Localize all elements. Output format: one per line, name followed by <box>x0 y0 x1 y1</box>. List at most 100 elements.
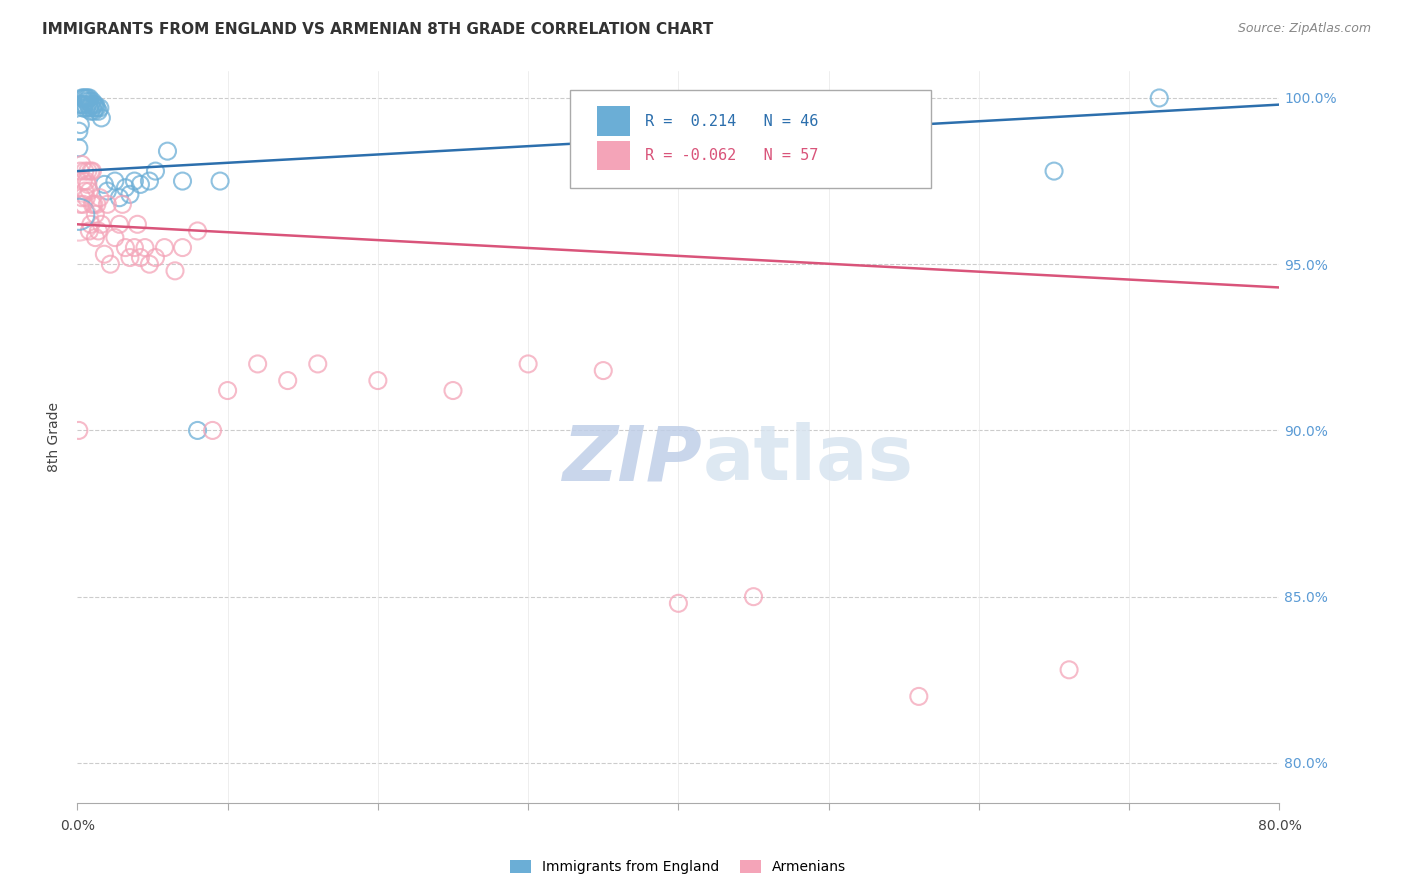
Point <box>145 251 167 265</box>
Point <box>76 164 98 178</box>
Point <box>69 197 91 211</box>
Point <box>307 357 329 371</box>
Point <box>134 241 156 255</box>
Point <box>75 101 97 115</box>
Point <box>209 174 232 188</box>
Point <box>108 217 131 231</box>
FancyBboxPatch shape <box>596 141 630 170</box>
Text: R =  0.214   N = 46: R = 0.214 N = 46 <box>645 113 818 128</box>
Point <box>246 357 269 371</box>
Point <box>277 374 299 388</box>
Text: IMMIGRANTS FROM ENGLAND VS ARMENIAN 8TH GRADE CORRELATION CHART: IMMIGRANTS FROM ENGLAND VS ARMENIAN 8TH … <box>42 22 713 37</box>
Point <box>163 264 186 278</box>
Point <box>82 197 104 211</box>
Point <box>93 247 115 261</box>
Point <box>76 178 98 192</box>
Point <box>75 191 97 205</box>
Point <box>67 214 90 228</box>
Point <box>156 144 179 158</box>
Point <box>83 97 105 112</box>
Point <box>82 95 104 109</box>
Point <box>90 111 112 125</box>
Point <box>1043 164 1066 178</box>
Point <box>96 197 118 211</box>
Point <box>127 217 149 231</box>
Point <box>80 97 103 112</box>
Point <box>517 357 540 371</box>
Point <box>67 124 90 138</box>
Point <box>104 174 127 188</box>
Point <box>96 184 118 198</box>
Point <box>80 104 103 119</box>
Point <box>153 241 176 255</box>
Text: Source: ZipAtlas.com: Source: ZipAtlas.com <box>1237 22 1371 36</box>
Point <box>187 424 209 438</box>
Point <box>83 104 105 119</box>
Point <box>87 224 110 238</box>
Point <box>67 207 90 221</box>
Y-axis label: 8th Grade: 8th Grade <box>48 402 62 472</box>
Point <box>70 191 93 205</box>
Point <box>82 164 104 178</box>
Point <box>93 178 115 192</box>
Point <box>80 164 103 178</box>
Point <box>592 363 614 377</box>
Point <box>124 241 146 255</box>
Point <box>73 91 96 105</box>
Point <box>118 187 141 202</box>
Point <box>187 224 209 238</box>
Point <box>73 184 96 198</box>
Text: 0.0%: 0.0% <box>60 820 94 833</box>
Point <box>172 241 194 255</box>
Point <box>441 384 464 398</box>
Point <box>73 164 96 178</box>
Point <box>75 174 97 188</box>
Point <box>217 384 239 398</box>
Point <box>75 95 97 109</box>
Point <box>72 101 94 115</box>
Point <box>79 184 101 198</box>
Point <box>129 178 152 192</box>
Point <box>90 217 112 231</box>
Text: atlas: atlas <box>703 422 914 496</box>
Point <box>69 164 91 178</box>
Point <box>89 191 111 205</box>
Point <box>79 101 101 115</box>
Text: ZIP: ZIP <box>562 422 703 496</box>
Text: 80.0%: 80.0% <box>1257 820 1302 833</box>
Point <box>79 91 101 105</box>
Point <box>84 207 107 221</box>
Point <box>100 257 122 271</box>
Point <box>114 180 136 194</box>
Point <box>89 101 111 115</box>
Point <box>87 104 110 119</box>
Point <box>79 95 101 109</box>
Point <box>75 91 97 105</box>
Point <box>72 174 94 188</box>
Point <box>172 174 194 188</box>
Point <box>742 590 765 604</box>
Point <box>138 257 160 271</box>
Point <box>138 174 160 188</box>
FancyBboxPatch shape <box>571 90 931 188</box>
Point <box>80 217 103 231</box>
Point <box>668 596 690 610</box>
Point <box>86 197 108 211</box>
Legend: Immigrants from England, Armenians: Immigrants from England, Armenians <box>505 855 852 880</box>
Point <box>84 230 107 244</box>
Point <box>201 424 224 438</box>
Point <box>111 197 134 211</box>
Point <box>69 97 91 112</box>
Point <box>76 91 98 105</box>
Point <box>118 251 141 265</box>
Point <box>1057 663 1080 677</box>
Point <box>82 101 104 115</box>
Point <box>86 101 108 115</box>
Point <box>76 97 98 112</box>
Point <box>69 118 91 132</box>
Point <box>67 141 90 155</box>
Point <box>908 690 931 704</box>
Point <box>70 97 93 112</box>
Point <box>70 91 93 105</box>
Point <box>114 241 136 255</box>
